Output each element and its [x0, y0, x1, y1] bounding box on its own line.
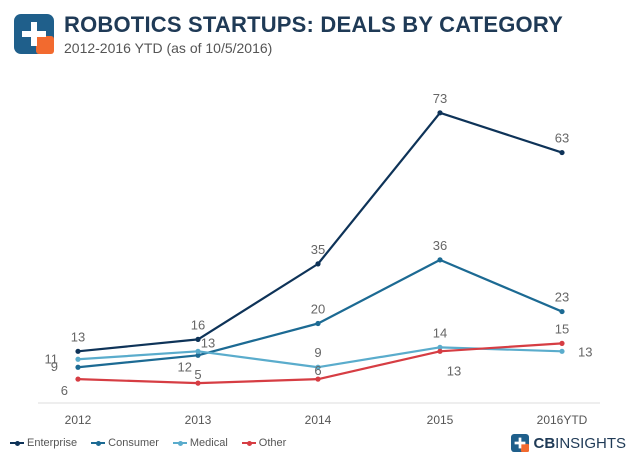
data-label-consumer: 9: [51, 359, 58, 374]
legend-swatch-medical: [172, 440, 187, 446]
data-label-other: 5: [194, 367, 201, 382]
data-point-consumer: [559, 308, 565, 315]
data-label-enterprise: 35: [311, 242, 325, 257]
legend-label-other: Other: [258, 437, 287, 449]
data-point-medical: [75, 356, 81, 362]
data-point-consumer: [315, 320, 321, 327]
legend-label-medical: Medical: [189, 437, 228, 449]
legend-swatch-other: [241, 440, 256, 446]
data-point-other: [559, 340, 565, 346]
brand-suffix: INSIGHTS: [555, 434, 626, 452]
cb-insights-logo-icon: [14, 14, 54, 54]
data-label-medical: 11: [45, 351, 59, 366]
data-label-medical: 9: [314, 345, 321, 360]
data-label-medical: 14: [433, 325, 447, 340]
data-label-consumer: 20: [311, 302, 325, 317]
data-point-other: [75, 376, 81, 382]
data-point-enterprise: [315, 261, 321, 267]
data-label-enterprise: 73: [433, 91, 447, 106]
data-label-other: 6: [314, 363, 321, 378]
data-point-medical: [195, 348, 201, 354]
legend-label-enterprise: Enterprise: [27, 437, 78, 449]
data-point-other: [315, 376, 321, 382]
data-label-enterprise: 63: [555, 131, 569, 146]
legend-label-consumer: Consumer: [108, 437, 159, 449]
cb-insights-brand: CBINSIGHTS: [511, 434, 626, 452]
data-point-medical: [315, 364, 321, 370]
data-label-consumer: 36: [433, 238, 447, 253]
data-label-other: 13: [447, 363, 461, 378]
legend-item-enterprise: Enterprise: [10, 437, 77, 449]
data-point-other: [195, 380, 201, 386]
data-label-other: 15: [555, 321, 569, 336]
legend-item-consumer: Consumer: [91, 437, 159, 449]
data-label-medical: 13: [578, 344, 592, 359]
data-point-consumer: [75, 364, 81, 370]
x-tick-label: 2015: [427, 413, 454, 427]
x-tick-label: 2016YTD: [537, 413, 588, 427]
data-point-medical: [559, 348, 565, 354]
data-point-enterprise: [437, 110, 443, 116]
legend-swatch-enterprise: [10, 440, 24, 446]
cb-insights-brand-icon: [511, 434, 530, 452]
data-label-consumer: 23: [555, 290, 569, 305]
chart-legend: Enterprise Consumer Medical Other: [10, 437, 286, 449]
data-label-other: 6: [61, 383, 68, 398]
data-point-enterprise: [195, 336, 201, 342]
data-point-consumer: [437, 257, 443, 263]
data-point-consumer: [195, 352, 201, 358]
data-label-medical: 13: [201, 335, 215, 350]
data-point-enterprise: [559, 149, 565, 156]
data-label-enterprise: 16: [191, 317, 205, 332]
data-point-enterprise: [75, 348, 81, 354]
chart-title: ROBOTICS STARTUPS: DEALS BY CATEGORY: [64, 12, 563, 37]
legend-swatch-consumer: [91, 440, 106, 446]
brand-prefix: CB: [533, 434, 556, 452]
data-label-enterprise: 13: [71, 329, 85, 344]
x-tick-label: 2012: [65, 413, 92, 427]
legend-item-other: Other: [241, 437, 287, 449]
brand-name: CBINSIGHTS: [533, 435, 626, 452]
x-tick-label: 2014: [305, 413, 332, 427]
data-point-other: [437, 348, 443, 354]
data-label-consumer: 12: [178, 359, 192, 374]
data-point-medical: [437, 344, 443, 350]
x-tick-label: 2013: [185, 413, 212, 427]
legend-item-medical: Medical: [172, 437, 228, 449]
chart-subtitle: 2012-2016 YTD (as of 10/5/2016): [64, 40, 273, 56]
